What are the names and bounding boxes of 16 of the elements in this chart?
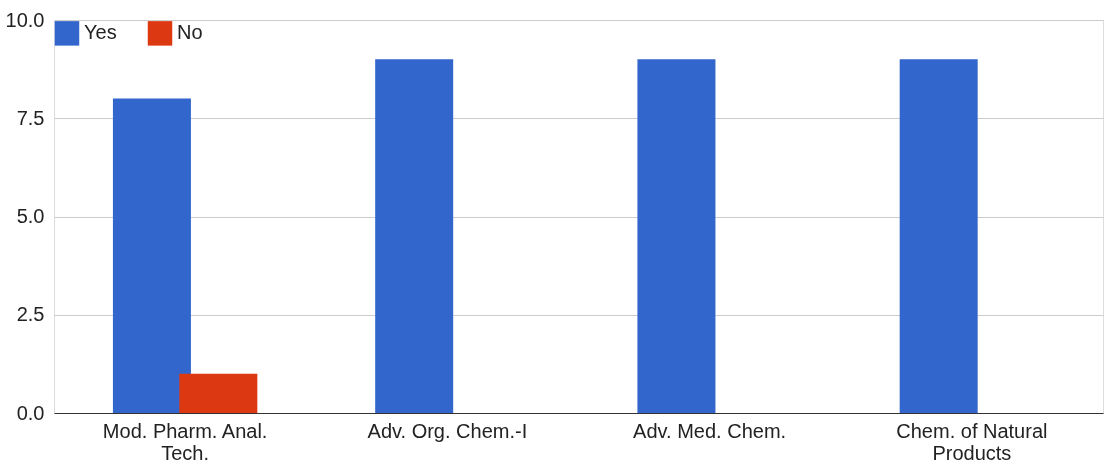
- y-tick-label: 10.0: [5, 8, 45, 31]
- x-tick-label: Mod. Pharm. Anal. Tech.: [102, 419, 268, 464]
- bar: [179, 373, 258, 413]
- y-tick-label: 0.0: [16, 401, 45, 424]
- y-tick-label: 2.5: [16, 303, 45, 326]
- bar: [112, 98, 191, 413]
- bar: [899, 59, 978, 413]
- bar: [637, 59, 716, 413]
- x-tick-label: Chem. of Natural Products: [896, 419, 1048, 464]
- bar: [375, 59, 454, 413]
- y-tick-label: 5.0: [16, 205, 45, 227]
- x-tick-label: Adv. Org. Chem.-I: [367, 419, 528, 442]
- y-tick-label: 7.5: [16, 106, 45, 129]
- legend-label: Yes: [84, 21, 117, 44]
- legend-label: No: [177, 21, 203, 44]
- x-tick-label: Adv. Med. Chem.: [633, 419, 787, 442]
